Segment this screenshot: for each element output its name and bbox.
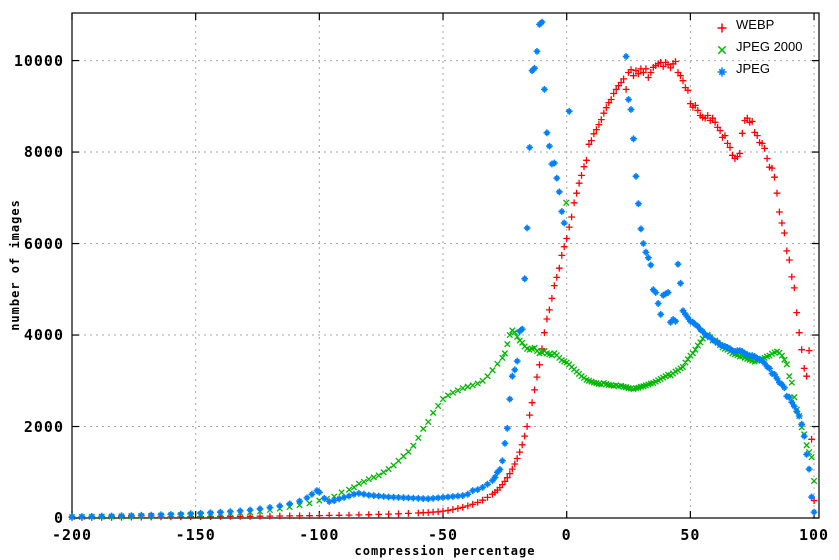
legend-item-jpeg: JPEG (736, 61, 803, 83)
legend-marker-plus (717, 23, 727, 33)
legend-label: JPEG 2000 (736, 39, 803, 54)
x-tick-label: 0 (561, 526, 572, 544)
y-tick-label: 2000 (23, 417, 64, 436)
legend-item-jpeg2000: JPEG 2000 (736, 39, 803, 61)
x-tick-label: -100 (299, 526, 340, 544)
legend: WEBP JPEG 2000 JPEG (736, 17, 803, 83)
x-tick-label: -200 (51, 526, 93, 544)
legend-label: WEBP (736, 17, 775, 32)
x-tick-label: -150 (175, 526, 216, 544)
legend-marker-asterisk (717, 67, 727, 77)
x-tick-label: -50 (427, 526, 459, 544)
y-axis-label: number of images (8, 199, 22, 331)
x-tick-label: 50 (680, 526, 701, 544)
y-tick-label: 0 (53, 509, 64, 527)
legend-item-webp: WEBP (736, 17, 803, 39)
y-tick-label: 4000 (23, 326, 64, 345)
x-tick-label: 100 (799, 526, 830, 544)
y-tick-label: 10000 (13, 51, 64, 70)
legend-label: JPEG (736, 61, 770, 76)
y-tick-label: 8000 (23, 143, 64, 162)
plot-border (71, 12, 820, 519)
jpeg-points (68, 18, 818, 520)
y-tick-label: 6000 (23, 234, 64, 253)
legend-marker-cross (717, 45, 727, 55)
x-axis-label: compression percentage (354, 544, 536, 558)
